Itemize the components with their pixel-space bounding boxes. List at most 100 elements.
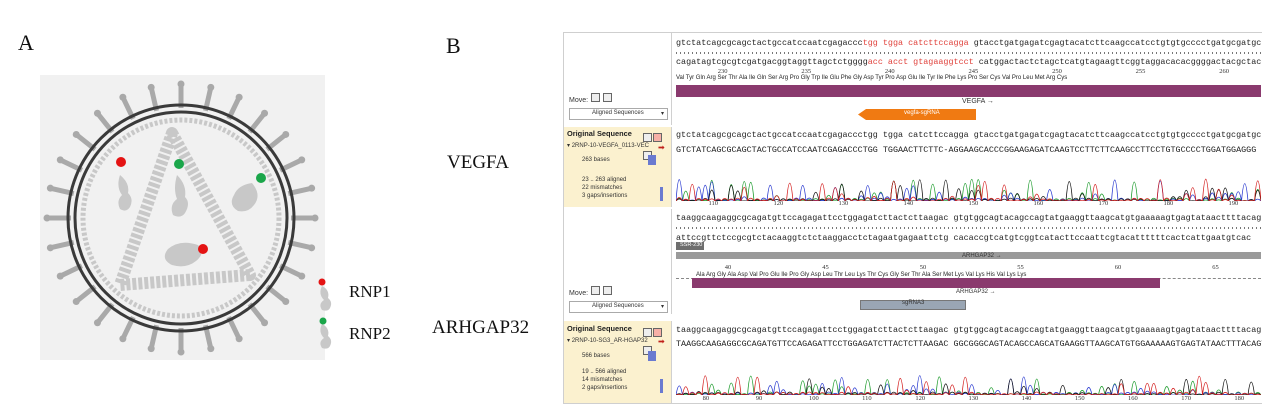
- position-number: 170: [1181, 395, 1191, 402]
- arhgap32-read-name[interactable]: ▾ 2RNP-10-SG3_AR-HGAP32: [567, 338, 648, 344]
- vegfa-read-bases: 263 bases: [582, 157, 610, 163]
- position-number: 80: [702, 395, 710, 402]
- chromatogram-icon[interactable]: [648, 155, 656, 165]
- prev-button[interactable]: [643, 133, 652, 142]
- position-number: 40: [724, 264, 732, 271]
- alignment-viewer: Move: Aligned Sequences ▾ gtctatcagcgcag…: [563, 32, 1262, 404]
- position-number: 50: [919, 264, 927, 271]
- position-number: 55: [1017, 264, 1024, 271]
- arhgap32-trace-ruler: 80 90 100 110 120 130 140 150 160 170 180: [676, 395, 1261, 403]
- gene-label-arhgap32: ARHGAP32: [432, 317, 530, 338]
- rnp2-legend-icon: [320, 324, 332, 349]
- spike-head: [207, 83, 215, 91]
- vegfa-position-ruler: 230 235 240 245 250 255 260: [676, 68, 1261, 76]
- arhgap32-feature-label-2: ARHGAP32 →: [956, 289, 996, 295]
- arhgap32-translation: Ala Arg Gly Ala Asp Val Pro Glu Ile Pro …: [696, 272, 1027, 278]
- vegfa-read-sidebar: Original Sequence ▾ 2RNP-10-VEGFA_0113-V…: [564, 127, 672, 207]
- stop-button[interactable]: [653, 133, 662, 142]
- arhgap32-ref-copy: taaggcaagaggcgcagatgttccagagattcctggagat…: [676, 325, 1262, 335]
- prev-button[interactable]: [643, 328, 652, 337]
- spike-head: [282, 130, 290, 138]
- outer-membrane: [66, 103, 296, 333]
- nanoparticle-diagram: [40, 75, 325, 360]
- spike-head: [119, 335, 127, 343]
- rnp-cluster-4: [164, 242, 208, 267]
- position-number: 110: [708, 200, 719, 207]
- aligned-sequences-dropdown[interactable]: Aligned Sequences ▾: [569, 108, 668, 120]
- next-button[interactable]: [643, 346, 652, 355]
- direction-arrow-icon: ➡: [658, 337, 665, 346]
- quality-slider[interactable]: [660, 187, 663, 201]
- rnp-cluster-3: [231, 173, 266, 212]
- spike-head: [308, 244, 316, 252]
- rnp1-legend-icon: [320, 286, 332, 311]
- position-number: 130: [968, 395, 979, 402]
- vegfa-ref-sidebar: Move: Aligned Sequences ▾: [564, 33, 672, 125]
- spike-head: [43, 214, 51, 222]
- position-number: 260: [1219, 68, 1229, 75]
- position-number: 235: [801, 68, 812, 75]
- aligned-sequences-dropdown[interactable]: Aligned Sequences ▾: [569, 301, 668, 313]
- arhgap32-sgrna-label: sgRNA3: [902, 300, 925, 306]
- arhgap32-position-ruler: 40 45 50 55 60 65: [676, 264, 1261, 272]
- spike-head: [72, 298, 80, 306]
- chromatogram-icon[interactable]: [648, 351, 656, 361]
- arhgap32-read-stats: 19 .. 566 aligned 14 mismatches 2 gaps/ins…: [582, 369, 628, 391]
- arhgap32-read-sidebar: Original Sequence ▾ 2RNP-10-SG3_AR-HGAP3…: [564, 321, 672, 403]
- position-number: 140: [1021, 395, 1032, 402]
- rnp1-marker: [116, 157, 126, 167]
- move-label: Move:: [569, 97, 589, 104]
- rnp2-marker: [174, 159, 184, 169]
- spike-head: [46, 184, 54, 192]
- arhgap32-cds-bar: [692, 278, 1160, 288]
- move-right-button[interactable]: [602, 286, 612, 295]
- arhgap32-ref-bottom-strand: attccgttctccgcgtctacaaggtctctaaggacctcta…: [676, 233, 1252, 243]
- primer-annotation: [676, 242, 704, 250]
- read-nav-buttons: [642, 324, 671, 360]
- rnp2-marker: [256, 173, 266, 183]
- spike-head: [235, 93, 243, 101]
- move-left-button[interactable]: [591, 93, 601, 102]
- position-number: 65: [1212, 264, 1219, 271]
- spike-head: [261, 319, 269, 327]
- spike-head: [282, 298, 290, 306]
- vegfa-read-name[interactable]: ▾ 2RNP-10-VEGFA_0113-VEC: [567, 143, 649, 149]
- position-number: 100: [808, 395, 819, 402]
- spike-head: [93, 319, 101, 327]
- position-number: 240: [884, 68, 895, 75]
- rnp-cluster-1: [116, 157, 132, 211]
- move-left-button[interactable]: [591, 286, 601, 295]
- vegfa-chromatogram: [676, 178, 1261, 201]
- position-number: 245: [968, 68, 979, 75]
- spike-head: [235, 335, 243, 343]
- position-number: 190: [1228, 200, 1239, 207]
- position-number: 170: [1098, 200, 1109, 207]
- spike-head: [147, 83, 155, 91]
- spike-head: [46, 244, 54, 252]
- quality-slider[interactable]: [660, 379, 663, 393]
- position-number: 140: [903, 200, 914, 207]
- spike-head: [308, 184, 316, 192]
- position-number: 150: [1074, 395, 1085, 402]
- spike-head: [298, 272, 306, 280]
- arhgap32-ruler: [676, 227, 1261, 229]
- legend-rnp2-label: RNP2: [349, 324, 391, 343]
- position-number: 120: [773, 200, 784, 207]
- panel-label-b: B: [446, 33, 461, 58]
- position-number: 150: [968, 200, 979, 207]
- arhgap32-read-bases: 566 bases: [582, 353, 610, 359]
- position-number: 120: [915, 395, 926, 402]
- arhgap32-ref-sidebar: Move: Aligned Sequences ▾: [564, 209, 672, 314]
- spike-head: [72, 130, 80, 138]
- position-number: 60: [1114, 264, 1122, 271]
- stop-button[interactable]: [653, 328, 662, 337]
- arhgap32-feature-label: ARHGAP32 →: [962, 253, 1002, 259]
- panel-label-a: A: [18, 30, 34, 55]
- move-right-button[interactable]: [602, 93, 612, 102]
- rnp1-marker: [198, 244, 208, 254]
- vegfa-ref-bottom-strand: cagatagtcgcgtcgatgacggtaggttagctctggggac…: [676, 57, 1262, 67]
- vegfa-sgrna-arrow: [858, 109, 976, 120]
- spike-head: [56, 272, 64, 280]
- inner-lipid-layer: [80, 117, 282, 319]
- primer-label: SSR-230: [680, 242, 703, 248]
